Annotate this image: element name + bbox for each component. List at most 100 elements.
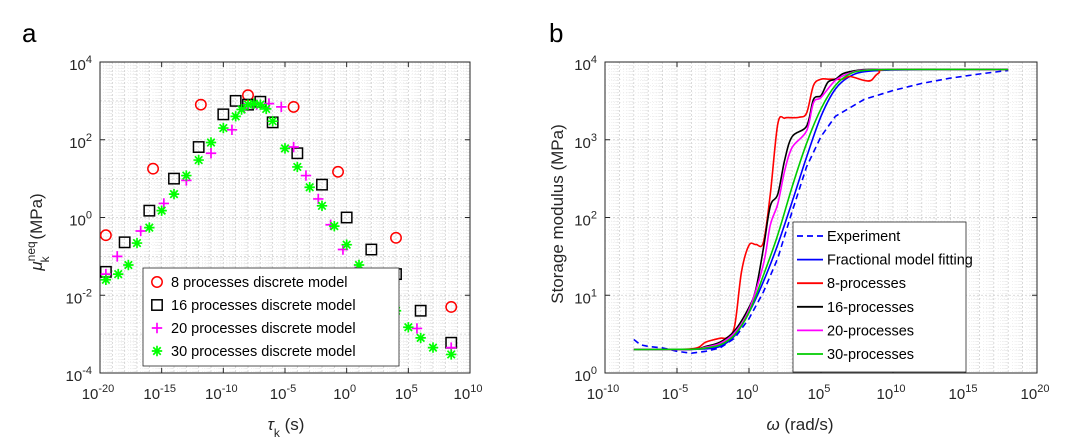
data-point-30-processes-discrete-model [242,99,254,110]
data-point-30-processes-discrete-model [279,143,291,154]
data-point-20-processes-discrete-model [411,323,423,334]
chart-a-x-symbol: τ [268,415,276,434]
chart-a-y-subscript: k [38,255,52,262]
data-point-20-processes-discrete-model [288,141,299,153]
chart-b-x-tick-label: 100 [736,383,759,403]
chart-b-x-tick-label: 1010 [877,383,906,403]
chart-b-x-symbol: ω [766,415,779,434]
data-point-30-processes-discrete-model [446,349,457,360]
data-point-30-processes-discrete-model [181,170,192,181]
line-experiment [633,69,1009,355]
legend-label-30-processes: 30-processes [827,347,914,363]
chart-a: 10-20 10-15 10-10 10-5 100 105 1010 10-4 10-2 100… [24,54,482,440]
chart-a-series-30-processes-discrete-model [100,98,457,360]
data-point-30-processes-discrete-model [341,239,352,250]
line-30-processes [633,68,1009,351]
data-point-16-processes-discrete-model [192,141,205,153]
chart-a-x-tick-label: 1010 [454,383,483,403]
chart-a-y-symbol: μ [27,261,46,272]
chart-b-y-tick-label: 104 [574,54,597,74]
legend-marker-8-processes-discrete-model [151,276,163,288]
data-point-16-processes-discrete-model [291,147,304,160]
data-point-16-processes-discrete-model [414,304,427,317]
data-point-30-processes-discrete-model [353,259,365,271]
data-point-30-processes-discrete-model [100,274,112,285]
data-point-30-processes-discrete-model [248,98,260,109]
chart-b-x-tick-label: 105 [808,383,831,403]
chart-a-marks [100,89,458,360]
data-point-30-processes-discrete-model [193,154,204,166]
panel-b-letter: b [549,18,563,48]
chart-b-legend-box [792,221,967,373]
data-point-8-processes-discrete-model [194,98,207,111]
legend-label-16-processes-discrete-model: 16 processes discrete model [171,298,356,314]
chart-a-x-tick-label: 100 [333,383,356,403]
chart-b-legend: Experiment Fractional model fitting 8-proc… [792,221,973,373]
data-point-30-processes-discrete-model [168,188,180,200]
chart-a-series-8-processes-discrete-model [100,89,458,313]
chart-a-x-subscript: k [274,426,281,440]
data-point-30-processes-discrete-model [292,161,303,173]
data-point-30-processes-discrete-model [427,342,439,353]
data-point-30-processes-discrete-model [144,222,155,233]
data-point-20-processes-discrete-model [226,124,238,136]
data-point-8-processes-discrete-model [147,162,159,175]
legend-label-8-processes: 8-processes [827,276,906,292]
svg-text:μneqk (MPa): μneqk (MPa) [24,193,52,271]
chart-b-y-tick-label: 101 [574,287,597,307]
chart-a-y-superscript: neq [24,241,38,261]
chart-a-x-tick-label: 10-5 [270,383,296,403]
chart-b-series-experiment [633,69,1009,355]
data-point-16-processes-discrete-model [316,178,328,191]
chart-b-x-unit: (rad/s) [780,415,834,434]
legend-label-8-processes-discrete-model: 8 processes discrete model [171,275,348,291]
legend-label-20-processes: 20-processes [827,323,914,339]
legend-label-fractional-model-fitting: Fractional model fitting [827,253,973,269]
data-point-20-processes-discrete-model [158,198,170,209]
data-point-8-processes-discrete-model [445,301,458,313]
data-point-8-processes-discrete-model [287,100,300,113]
data-point-16-processes-discrete-model [143,204,156,217]
data-point-8-processes-discrete-model [390,231,402,244]
data-point-30-processes-discrete-model [267,116,278,127]
data-point-30-processes-discrete-model [236,104,247,115]
data-point-30-processes-discrete-model [113,268,124,280]
data-point-30-processes-discrete-model [316,200,328,211]
chart-b-x-label: ω (rad/s) [766,415,833,434]
chart-a-y-tick-label: 10-2 [66,287,92,307]
data-point-30-processes-discrete-model [261,103,272,115]
data-point-16-processes-discrete-model [217,108,230,121]
chart-a-x-tick-label: 10-10 [205,383,238,403]
chart-b: 10-10 10-5 100 105 1010 1015 1020 100 101 102 103 1… [548,54,1049,434]
data-point-30-processes-discrete-model [255,99,266,110]
data-point-16-processes-discrete-model [168,172,180,185]
data-point-20-processes-discrete-model [300,170,312,181]
chart-b-y-tick-label: 100 [574,365,597,385]
data-point-8-processes-discrete-model [100,229,112,242]
chart-a-legend-box [142,267,400,367]
data-point-16-processes-discrete-model [118,236,131,249]
chart-a-x-label: τk (s) [268,415,305,440]
data-point-30-processes-discrete-model [329,220,340,232]
chart-a-x-tick-label: 10-15 [143,383,176,403]
chart-a-y-unit: (MPa) [27,193,46,244]
data-point-16-processes-discrete-model [365,243,378,256]
data-point-30-processes-discrete-model [205,137,217,148]
data-point-30-processes-discrete-model [403,322,414,333]
data-point-20-processes-discrete-model [112,251,123,262]
legend-marker-16-processes-discrete-model [151,299,163,311]
legend-label-16-processes: 16-processes [827,300,914,316]
legend-marker-30-processes-discrete-model [151,345,163,357]
data-point-30-processes-discrete-model [131,237,143,249]
chart-b-y-label: Storage modulus (MPa) [548,124,567,304]
chart-a-axes: 10-20 10-15 10-10 10-5 100 105 1010 10-4 10-2 100… [66,54,483,403]
chart-a-y-tick-label: 10-4 [66,365,92,385]
data-point-30-processes-discrete-model [230,111,241,122]
chart-a-x-tick-label: 10-20 [82,383,115,403]
data-point-30-processes-discrete-model [156,205,167,216]
chart-b-x-tick-label: 1015 [949,383,978,403]
chart-a-y-tick-label: 100 [69,210,92,230]
line-16-processes [633,68,1009,351]
chart-a-y-label: μneqk (MPa) [24,193,52,271]
